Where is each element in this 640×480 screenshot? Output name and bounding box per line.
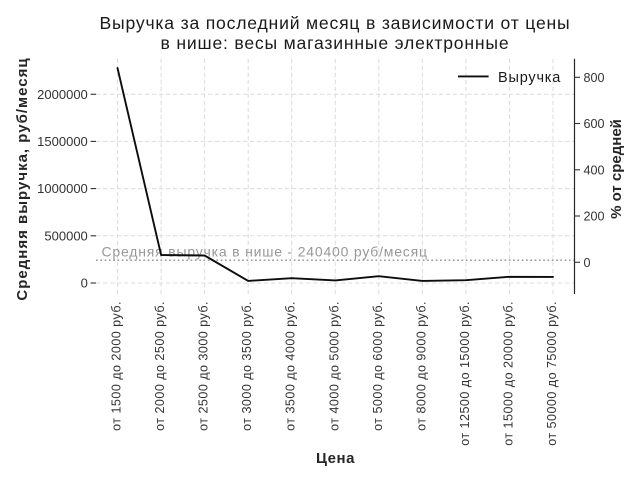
svg-text:от 3500 до 4000 руб.: от 3500 до 4000 руб.	[284, 301, 298, 431]
svg-text:% от средней: % от средней	[608, 119, 625, 219]
svg-text:800: 800	[584, 71, 605, 85]
svg-text:от 3000 до 3500 руб.: от 3000 до 3500 руб.	[240, 301, 254, 431]
svg-text:Средняя выручка, руб/месяц: Средняя выручка, руб/месяц	[14, 57, 31, 300]
svg-text:от 15000 до 20000 руб.: от 15000 до 20000 руб.	[502, 301, 516, 446]
svg-text:200: 200	[584, 210, 605, 224]
svg-text:в нише: весы магазинные электр: в нише: весы магазинные электронные	[161, 33, 510, 53]
svg-text:от 4000 до 5000 руб.: от 4000 до 5000 руб.	[327, 301, 341, 431]
svg-text:Цена: Цена	[316, 450, 355, 467]
svg-text:600: 600	[584, 117, 605, 131]
svg-text:1000000: 1000000	[37, 181, 88, 196]
svg-text:от 1500 до 2000 руб.: от 1500 до 2000 руб.	[110, 301, 124, 431]
svg-text:Средняя выручка в нише - 24040: Средняя выручка в нише - 240400 руб/меся…	[102, 243, 428, 259]
svg-text:2000000: 2000000	[37, 87, 88, 102]
svg-text:от 12500 до 15000 руб.: от 12500 до 15000 руб.	[458, 301, 472, 446]
svg-text:500000: 500000	[44, 228, 87, 243]
svg-text:от 5000 до 6000 руб.: от 5000 до 6000 руб.	[371, 301, 385, 431]
svg-text:Выручка: Выручка	[498, 70, 561, 86]
svg-text:от 2000 до 2500 руб.: от 2000 до 2500 руб.	[153, 301, 167, 431]
svg-text:от 50000 до 75000 руб.: от 50000 до 75000 руб.	[545, 301, 559, 446]
svg-text:0: 0	[81, 276, 88, 291]
svg-text:0: 0	[584, 256, 591, 270]
svg-text:от 2500 до 3000 руб.: от 2500 до 3000 руб.	[197, 301, 211, 431]
svg-text:от 8000 до 9000 руб.: от 8000 до 9000 руб.	[414, 301, 428, 431]
svg-text:400: 400	[584, 163, 605, 177]
svg-text:Выручка за последний месяц в з: Выручка за последний месяц в зависимости…	[99, 13, 570, 33]
svg-text:1500000: 1500000	[37, 134, 88, 149]
